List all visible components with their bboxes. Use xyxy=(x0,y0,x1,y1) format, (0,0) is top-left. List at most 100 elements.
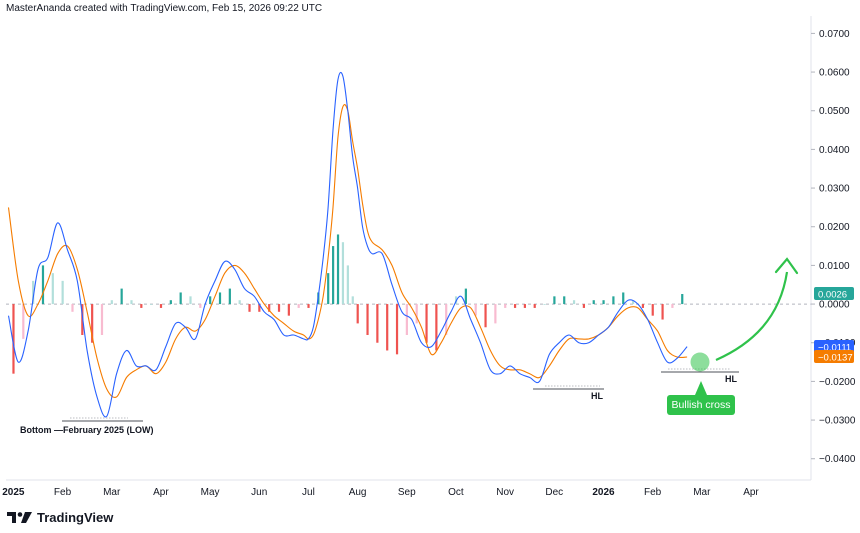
histogram-bar xyxy=(268,304,271,312)
histogram-bar xyxy=(336,234,340,305)
histogram-bar xyxy=(150,304,153,305)
x-tick-label: Oct xyxy=(448,487,464,498)
histogram-bar xyxy=(405,304,408,335)
histogram-bar xyxy=(376,304,379,343)
annotations: Bottom —February 2025 (LOW) HL HL xyxy=(20,257,799,435)
histogram-bar xyxy=(287,304,290,316)
chart-credit: MasterAnanda created with TradingView.co… xyxy=(6,3,323,14)
y-tick-label: 0.0300 xyxy=(819,184,850,195)
signal-line xyxy=(7,104,688,398)
y-tick-label: −0.0300 xyxy=(819,416,856,427)
histogram-bar xyxy=(169,300,172,305)
histogram-bar xyxy=(140,304,143,308)
tradingview-logo[interactable]: TradingView xyxy=(7,508,113,526)
histogram-bar xyxy=(218,292,222,305)
bullish-arrow-line xyxy=(715,271,789,362)
x-tick-label: Aug xyxy=(349,487,367,498)
histogram-bar xyxy=(356,304,359,324)
histogram-bar xyxy=(346,265,349,305)
x-tick-label: Apr xyxy=(743,487,759,498)
histogram-bar xyxy=(110,300,113,305)
histogram-bar xyxy=(533,304,536,308)
x-tick-label: Feb xyxy=(54,487,72,498)
x-tick-label: Apr xyxy=(153,487,169,498)
histogram-bar xyxy=(71,304,74,312)
histogram-bar xyxy=(395,304,399,355)
price-axis[interactable]: 0.0700 0.0600 0.0500 0.0400 0.0300 0.0200 0.01… xyxy=(810,16,856,480)
signal-value-badge-text: −0.0137 xyxy=(818,353,853,364)
bullish-pointer-icon xyxy=(695,381,707,395)
x-tick-label: Mar xyxy=(693,487,711,498)
histogram-bar xyxy=(386,304,389,351)
histogram-bar xyxy=(12,304,15,374)
bullish-cross-marker xyxy=(690,352,710,372)
histogram-bar xyxy=(445,304,448,335)
histogram-bar xyxy=(563,296,566,305)
x-tick-label: Mar xyxy=(103,487,121,498)
histogram-bar xyxy=(415,304,418,324)
signal-value-badge: −0.0137 xyxy=(814,350,854,364)
histogram-bar xyxy=(543,304,546,305)
hl-label-1: HL xyxy=(591,391,603,401)
macd-value-badge-bg xyxy=(814,339,854,353)
histogram-bar xyxy=(631,300,635,305)
histogram-bar xyxy=(32,280,35,305)
histogram-bar xyxy=(523,304,526,308)
histogram-bar xyxy=(327,273,330,305)
histogram-bar xyxy=(464,288,467,305)
histogram-bar xyxy=(612,296,615,305)
y-tick-label: 0.0600 xyxy=(819,68,850,79)
histogram-bar xyxy=(238,300,241,305)
histogram-value-badge-bg xyxy=(814,287,854,301)
x-tick-label: May xyxy=(201,487,220,498)
y-tick-label: 0.0400 xyxy=(819,145,850,156)
histogram-bar xyxy=(435,304,438,351)
plot-area xyxy=(6,71,811,418)
histogram-bar xyxy=(248,304,251,312)
histogram-bar xyxy=(228,288,231,305)
histogram-bar xyxy=(671,304,674,308)
histogram-bar xyxy=(120,288,123,305)
arrow-up-icon xyxy=(774,257,799,275)
histogram-bar xyxy=(100,304,104,335)
time-axis[interactable]: 2025 Feb Mar Apr May Jun Jul Aug Sep Oct Nov Dec 202… xyxy=(2,479,811,498)
x-tick-label: Sep xyxy=(398,487,416,498)
y-tick-label: 0.0200 xyxy=(819,222,850,233)
signal-value-badge-bg xyxy=(814,350,854,364)
histogram-bar xyxy=(307,304,310,308)
histogram-bar xyxy=(341,242,345,305)
histogram-bar xyxy=(425,304,428,343)
x-tick-label: Feb xyxy=(644,487,662,498)
histogram-bar xyxy=(61,280,64,305)
histogram-bar xyxy=(199,304,202,308)
x-tick-label: 2026 xyxy=(592,487,615,498)
histogram-bar xyxy=(681,294,684,305)
histogram-bar xyxy=(130,300,133,305)
histogram-bar xyxy=(189,296,192,305)
histogram-bar xyxy=(641,304,645,308)
histogram-bar xyxy=(51,273,54,305)
histogram-bar xyxy=(651,304,654,316)
histogram-bar xyxy=(351,296,354,305)
macd-line xyxy=(7,71,688,418)
bottom-february-label: Bottom —February 2025 (LOW) xyxy=(20,425,154,435)
histogram-bar xyxy=(553,296,556,305)
macd-value-badge: −0.0111 xyxy=(814,339,854,353)
histogram-bar xyxy=(258,304,261,312)
histogram-bar xyxy=(41,265,45,305)
x-tick-label: Jul xyxy=(302,487,315,498)
y-tick-label: 0.0700 xyxy=(819,29,850,40)
y-tick-label: 0.0500 xyxy=(819,106,850,117)
histogram-bar xyxy=(504,304,507,308)
histogram-bar xyxy=(332,246,335,305)
histogram-value-badge: 0.0026 xyxy=(814,287,854,301)
histogram-bar xyxy=(513,304,517,308)
bullish-cross-label: Bullish cross xyxy=(667,395,735,415)
histogram-value-badge-text: 0.0026 xyxy=(818,290,847,301)
x-tick-label: Nov xyxy=(496,487,514,498)
macd-value-badge-text: −0.0111 xyxy=(818,342,851,353)
tradingview-logo-icon xyxy=(7,512,32,523)
y-tick-label: 0.0100 xyxy=(819,261,850,272)
histogram-bar xyxy=(474,304,477,316)
